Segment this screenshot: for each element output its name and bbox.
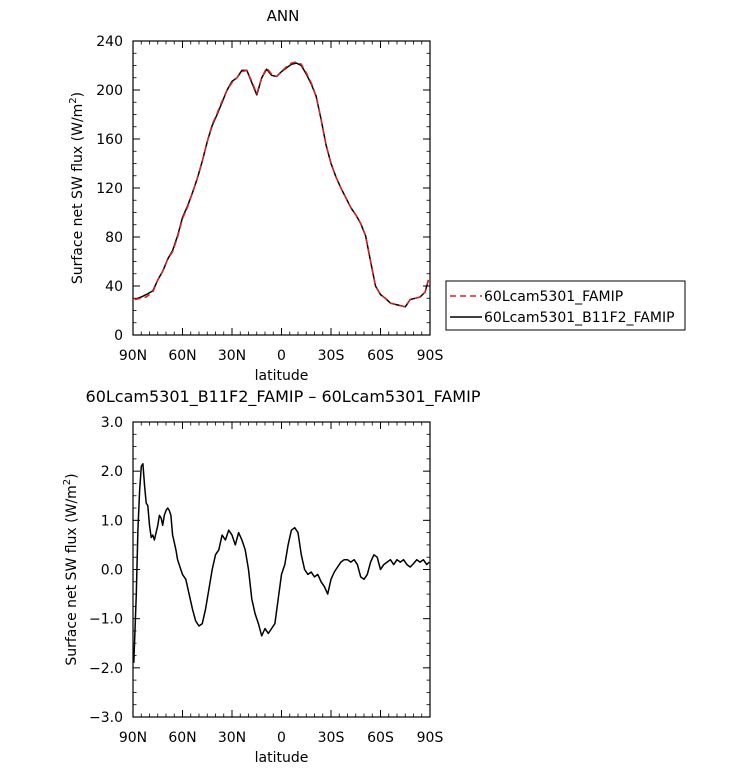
y-tick-label: 40	[105, 279, 123, 295]
x-tick-label: 60S	[367, 730, 394, 746]
x-tick-label: 0	[277, 730, 286, 746]
y-axis-label-main: Surface net SW flux (W/m	[70, 104, 86, 284]
x-tick-label: 60N	[168, 348, 196, 364]
x-tick-label: 60S	[367, 348, 394, 364]
chart-title: 60Lcam5301_B11F2_FAMIP – 60Lcam5301_FAMI…	[86, 387, 481, 407]
x-tick-label: 90N	[119, 348, 147, 364]
y-tick-label: 160	[96, 132, 123, 148]
legend-label: 60Lcam5301_B11F2_FAMIP	[484, 310, 675, 326]
x-tick-label: 90S	[417, 348, 444, 364]
y-tick-label: 0	[114, 328, 123, 344]
x-tick-label: 30S	[318, 730, 345, 746]
legend-label: 60Lcam5301_FAMIP	[484, 289, 623, 305]
x-tick-label: 30S	[318, 348, 345, 364]
series-line-1	[133, 463, 430, 663]
series-line-1	[134, 61, 430, 308]
x-axis-label: latitude	[255, 750, 309, 766]
plot-frame	[132, 40, 431, 336]
legend-box	[445, 280, 686, 331]
y-tick-label: −2.0	[89, 661, 123, 677]
y-tick-label: 240	[96, 34, 123, 50]
plot-frame	[132, 421, 431, 718]
y-axis-label-superscript: 2	[68, 97, 79, 103]
y-axis-label: Surface net SW flux (W/m2)	[68, 92, 86, 284]
x-tick-label: 90N	[119, 730, 147, 746]
series-line-2	[134, 62, 430, 308]
chart-panel-2: 90N 60N 30N 0 30S 60S 90S −3.0 −2.0 −1.0 0.0 1.0 2.0…	[62, 387, 481, 766]
y-axis-label-main: Surface net SW flux (W/m	[64, 485, 80, 665]
y-tick-label: 120	[96, 181, 123, 197]
y-tick-label: 0.0	[101, 563, 123, 579]
y-axis-label: Surface net SW flux (W/m2)	[62, 473, 80, 665]
x-tick-label: 30N	[218, 730, 246, 746]
y-tick-label: 200	[96, 83, 123, 99]
x-tick-label: 30N	[218, 348, 246, 364]
y-axis-label-superscript: 2	[62, 479, 73, 485]
y-axis-label-tail: )	[70, 92, 86, 97]
x-tick-label: 60N	[168, 730, 196, 746]
x-axis-label: latitude	[255, 368, 309, 384]
y-tick-label: 3.0	[101, 415, 123, 431]
chart-panel-1: 90N 60N 30N 0 30S 60S 90S 0 40 80 120 160 200 240 ANN l…	[68, 7, 443, 384]
x-tick-label: 90S	[417, 730, 444, 746]
y-tick-label: 80	[105, 230, 123, 246]
chart-title: ANN	[267, 7, 300, 25]
y-tick-label: 1.0	[101, 513, 123, 529]
y-axis-label-tail: )	[64, 473, 80, 478]
x-tick-label: 0	[277, 348, 286, 364]
y-tick-label: 2.0	[101, 464, 123, 480]
y-tick-label: −3.0	[89, 710, 123, 726]
y-tick-label: −1.0	[89, 612, 123, 628]
legend: 60Lcam5301_FAMIP 60Lcam5301_B11F2_FAMIP	[445, 280, 686, 331]
